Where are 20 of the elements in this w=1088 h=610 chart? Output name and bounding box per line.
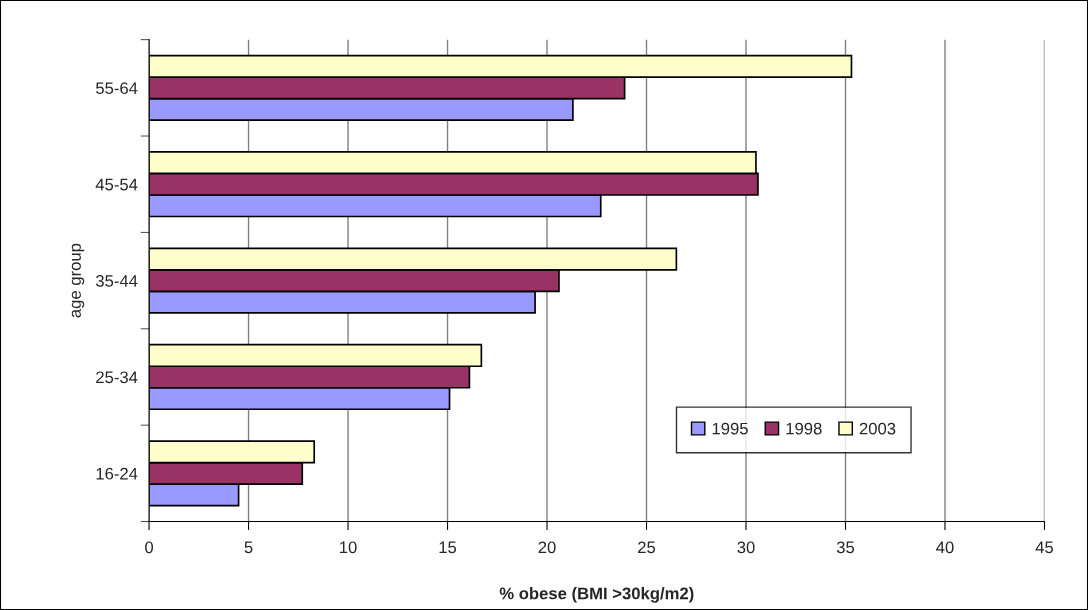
x-tick-label: 20	[538, 541, 556, 554]
y-tick-label: 55-64	[95, 82, 138, 95]
y-tick-label: 35-44	[95, 275, 138, 287]
x-tick-label: 15	[439, 541, 457, 554]
x-tick-label: 30	[737, 541, 755, 554]
x-tick-label: 0	[145, 541, 154, 554]
y-axis-title: age group	[71, 243, 85, 318]
x-tick-label: 10	[340, 541, 357, 554]
x-tick-label: 45	[1035, 541, 1054, 554]
legend-label: 1998	[786, 422, 822, 435]
x-tick-label: 25	[638, 541, 656, 554]
y-tick-label: 25-34	[96, 371, 138, 384]
x-tick-label: 40	[936, 541, 954, 554]
x-axis-title: % obese (BMI >30kg/m2)	[499, 587, 694, 603]
legend-label: 2003	[859, 422, 896, 435]
x-tick-label: 35	[836, 541, 855, 554]
x-tick-label: 5	[244, 541, 253, 554]
y-tick-label: 45-54	[95, 178, 138, 191]
legend-label: 1995	[712, 422, 748, 435]
y-tick-label: 16-24	[96, 467, 138, 480]
